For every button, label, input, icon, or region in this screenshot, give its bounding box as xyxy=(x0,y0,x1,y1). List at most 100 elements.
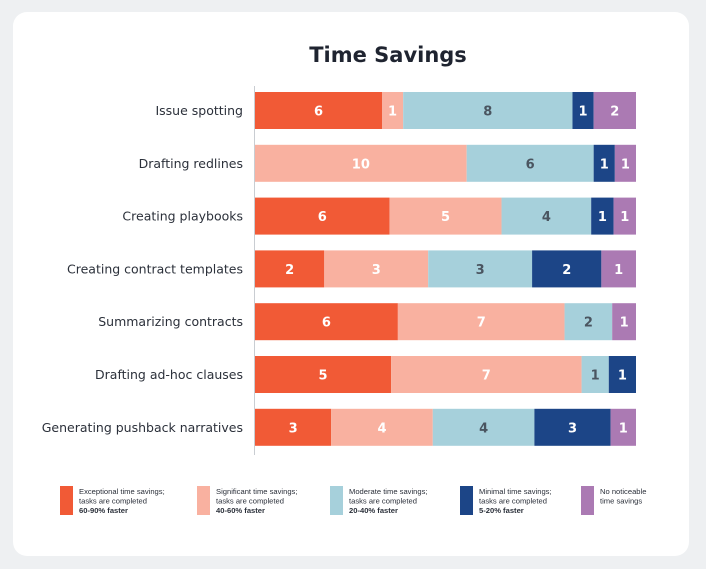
bar-value-label: 5 xyxy=(319,369,328,384)
bar-value-label: 2 xyxy=(610,105,619,120)
bar-segment xyxy=(593,92,636,129)
legend-label: Moderate time savings; xyxy=(349,487,428,496)
bar-segment xyxy=(382,92,404,129)
legend-item: Significant time savings;tasks are compl… xyxy=(197,486,297,515)
category-labels: Issue spotting Drafting redlines Creating … xyxy=(42,103,243,435)
bar-segment xyxy=(466,144,594,182)
bar-value-label: 8 xyxy=(483,105,492,120)
bar-segment xyxy=(591,197,614,235)
bar-value-label: 4 xyxy=(377,421,386,436)
legend-label: Significant time savings; xyxy=(216,487,297,496)
bar-segment xyxy=(612,303,636,341)
legend-item: Minimal time savings;tasks are completed… xyxy=(460,486,552,515)
category-label: Creating playbooks xyxy=(122,209,243,224)
bar-value-label: 1 xyxy=(614,263,623,278)
bar-value-label: 7 xyxy=(482,369,491,384)
bar-segment xyxy=(331,408,433,446)
bar-segment xyxy=(255,92,382,129)
bar-value-label: 2 xyxy=(562,263,571,278)
legend-label: 20-40% faster xyxy=(349,506,398,515)
legend-label: time savings xyxy=(600,497,642,506)
bar-value-label: 4 xyxy=(479,421,488,436)
bar-segment xyxy=(403,92,573,129)
bar-value-label: 1 xyxy=(579,105,588,120)
bar-value-label: 1 xyxy=(621,157,630,172)
legend-label: No noticeable xyxy=(600,487,646,496)
chart-title: Time Savings xyxy=(309,43,467,67)
bar-value-label: 1 xyxy=(620,316,629,331)
category-label: Drafting ad-hoc clauses xyxy=(95,367,243,382)
bar-segment xyxy=(601,250,636,288)
bar-value-label: 2 xyxy=(285,263,294,278)
bar-value-label: 10 xyxy=(352,157,370,172)
bar-segment xyxy=(610,408,636,446)
category-label: Generating pushback narratives xyxy=(42,420,243,435)
bar-segment xyxy=(391,356,582,393)
bar-segment xyxy=(255,303,398,341)
legend-label: tasks are completed xyxy=(349,497,417,506)
bar-segment xyxy=(593,144,615,182)
bar-value-label: 3 xyxy=(289,421,298,436)
bar-segment xyxy=(614,144,636,182)
bar-value-label: 1 xyxy=(388,105,397,120)
bar-segment xyxy=(255,197,390,235)
legend-swatch xyxy=(197,486,210,515)
bar-segment xyxy=(255,250,325,288)
bar-segment xyxy=(564,303,613,341)
legend-item: Moderate time savings;tasks are complete… xyxy=(330,486,428,515)
legend-swatch xyxy=(60,486,73,515)
bar-value-label: 1 xyxy=(618,369,627,384)
bar-segment xyxy=(255,408,332,446)
bar-segment xyxy=(532,250,602,288)
bar-value-label: 2 xyxy=(584,316,593,331)
legend-swatch xyxy=(581,486,594,515)
legend: Exceptional time savings;tasks are compl… xyxy=(60,486,646,515)
category-label: Creating contract templates xyxy=(67,261,243,276)
bar-value-label: 3 xyxy=(372,263,381,278)
legend-label: tasks are completed xyxy=(79,497,147,506)
bar-segment xyxy=(432,408,535,446)
category-label: Summarizing contracts xyxy=(98,314,243,329)
legend-label: tasks are completed xyxy=(479,497,547,506)
bar-segment xyxy=(534,408,611,446)
bar-segment xyxy=(501,197,592,235)
bar-value-label: 7 xyxy=(477,316,486,331)
bar-segment xyxy=(324,250,429,288)
bar-segment xyxy=(255,356,392,393)
legend-label: tasks are completed xyxy=(216,497,284,506)
legend-label: Exceptional time savings; xyxy=(79,487,165,496)
category-label: Drafting redlines xyxy=(139,156,243,171)
legend-item: Exceptional time savings;tasks are compl… xyxy=(60,486,165,515)
bar-value-label: 4 xyxy=(542,210,551,225)
bar-segment xyxy=(581,356,609,393)
bar-value-label: 6 xyxy=(318,210,327,225)
bar-value-label: 6 xyxy=(322,316,331,331)
bar-value-label: 1 xyxy=(619,421,628,436)
bar-segment xyxy=(608,356,636,393)
bar-segment xyxy=(428,250,533,288)
bar-value-label: 3 xyxy=(476,263,485,278)
legend-swatch xyxy=(330,486,343,515)
bar-segment xyxy=(572,92,594,129)
category-label: Issue spotting xyxy=(155,103,243,118)
bar-segment xyxy=(389,197,502,235)
legend-label: 5-20% faster xyxy=(479,506,524,515)
bar-value-label: 1 xyxy=(598,210,607,225)
bar-value-label: 5 xyxy=(441,210,450,225)
bar-value-label: 1 xyxy=(591,369,600,384)
legend-label: Minimal time savings; xyxy=(479,487,552,496)
legend-swatch xyxy=(460,486,473,515)
bar-segment xyxy=(397,303,565,341)
bar-segment xyxy=(255,144,467,182)
bar-value-label: 3 xyxy=(568,421,577,436)
bar-segment xyxy=(613,197,636,235)
legend-label: 40-60% faster xyxy=(216,506,265,515)
bar-value-label: 1 xyxy=(600,157,609,172)
legend-label: 60-90% faster xyxy=(79,506,128,515)
bar-value-label: 1 xyxy=(620,210,629,225)
bars-group: 6 1 8 1 210 6 1 16 5 4 1 12 3 3 2 16 7 2 15 7 1 13 4 4 3 1 xyxy=(255,92,636,446)
bar-value-label: 6 xyxy=(526,157,535,172)
bar-value-label: 6 xyxy=(314,105,323,120)
